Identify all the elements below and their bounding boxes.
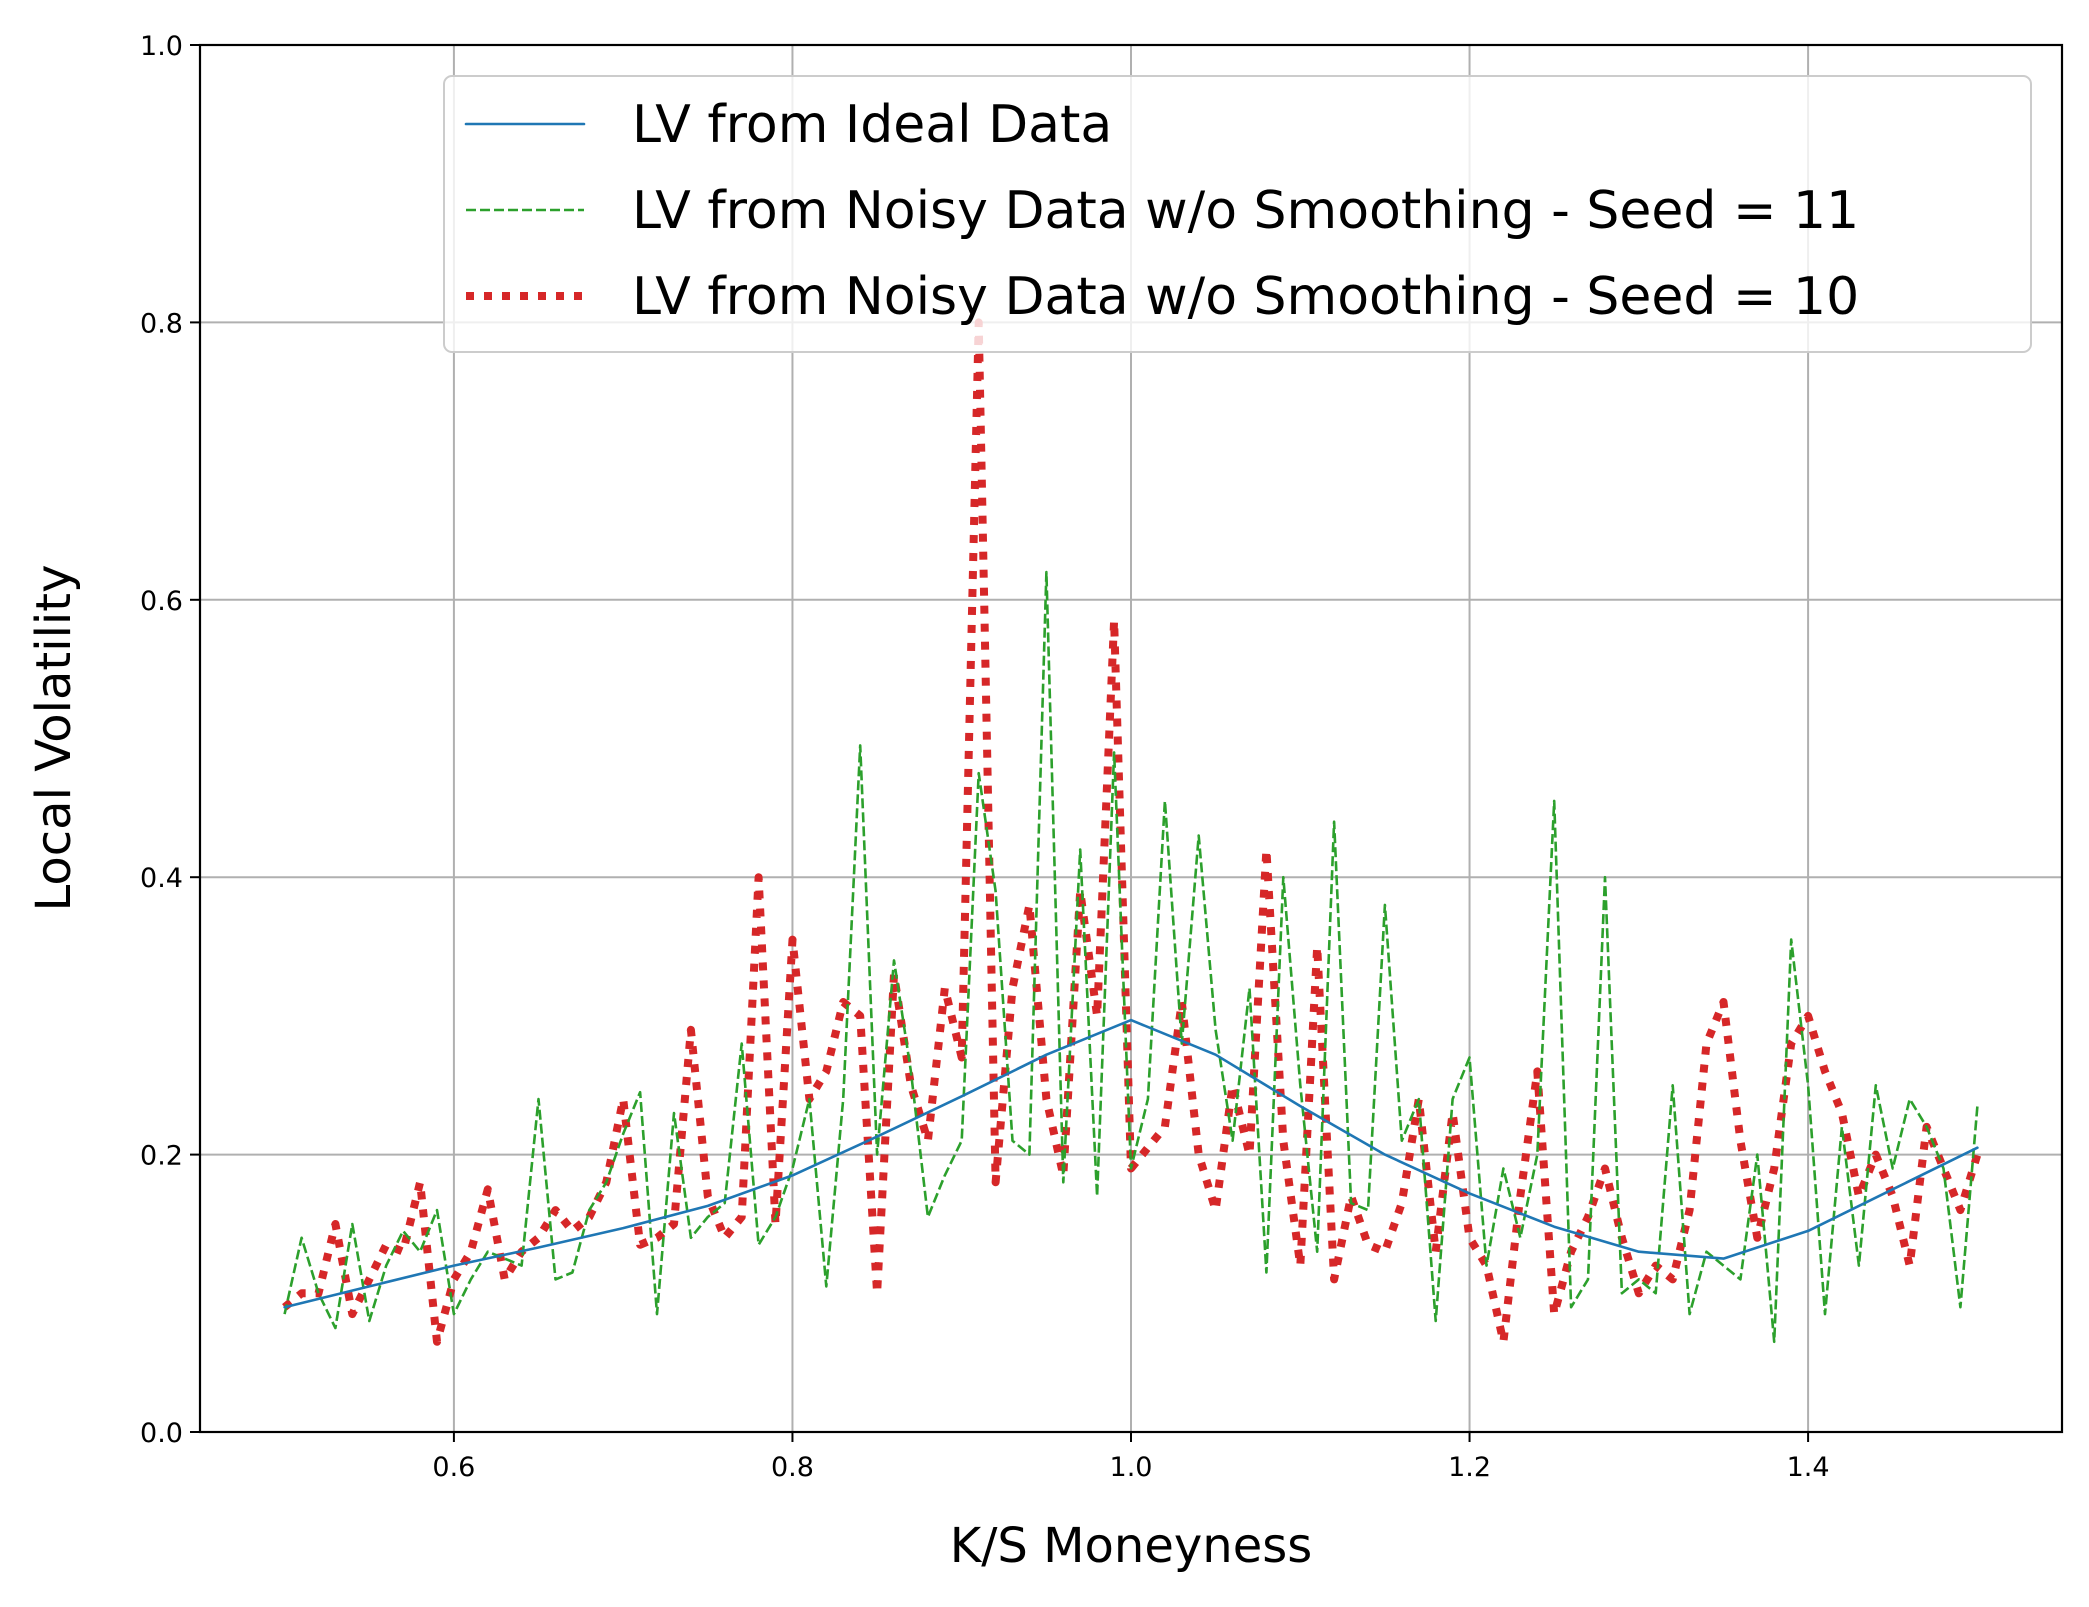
series-line-1 (283, 570, 1979, 1344)
legend-label-2: LV from Noisy Data w/o Smoothing - Seed … (632, 267, 1859, 327)
ticks: 0.6 0.8 1.0 1.2 1.4 0.0 0.2 0.4 0.6 0.8 1.0 (140, 31, 1830, 1483)
x-tick-label: 1.0 (1110, 1452, 1153, 1483)
series-layer (282, 318, 1982, 1346)
x-tick-label: 0.6 (432, 1452, 475, 1483)
legend-box (443, 75, 2032, 353)
y-tick-label: 0.8 (140, 308, 183, 339)
x-tick-label: 1.2 (1448, 1452, 1491, 1483)
x-tick-label: 0.8 (771, 1452, 814, 1483)
legend: LV from Ideal Data LV from Noisy Data w/o… (443, 75, 2032, 353)
y-tick-label: 1.0 (140, 31, 183, 62)
y-tick-label: 0.0 (140, 1418, 183, 1449)
x-tick-label: 1.4 (1787, 1452, 1830, 1483)
legend-label-1: LV from Noisy Data w/o Smoothing - Seed … (632, 181, 1859, 241)
x-axis-label: K/S Moneyness (950, 1518, 1312, 1574)
y-tick-label: 0.6 (140, 586, 183, 617)
series-line-0 (283, 1018, 1979, 1309)
y-tick-label: 0.4 (140, 863, 183, 894)
y-axis-label: Local Volatility (26, 565, 82, 912)
y-tick-label: 0.2 (140, 1141, 183, 1172)
legend-label-0: LV from Ideal Data (632, 95, 1112, 155)
